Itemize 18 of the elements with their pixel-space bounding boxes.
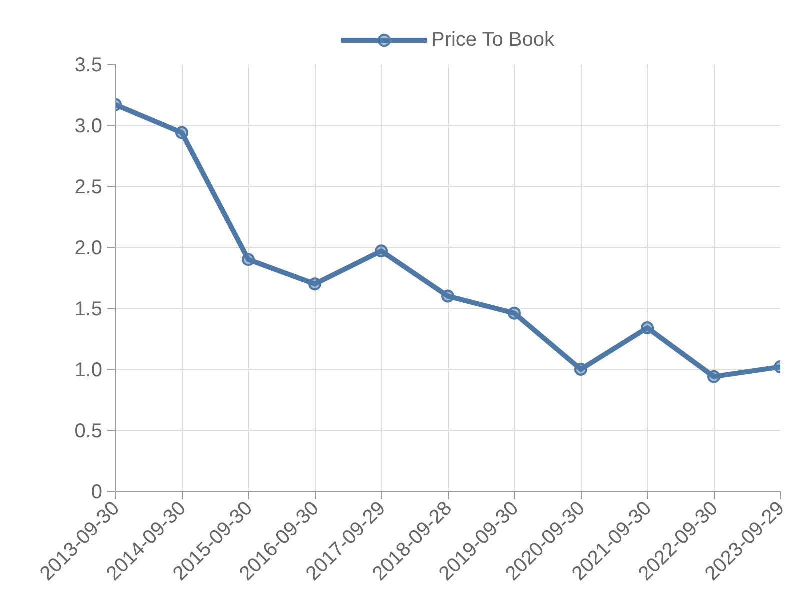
point bbox=[708, 370, 720, 384]
y-tick-label: 2.0 bbox=[74, 238, 103, 260]
legend-label: Price To Book bbox=[431, 28, 555, 52]
point bbox=[375, 244, 388, 258]
y-tick-label: 1.5 bbox=[74, 298, 103, 320]
y-tick-label: 3.5 bbox=[74, 54, 103, 76]
point bbox=[641, 322, 654, 335]
point bbox=[176, 126, 188, 140]
y-tick-label: 1.0 bbox=[74, 360, 103, 382]
point bbox=[574, 363, 588, 376]
point bbox=[308, 278, 322, 291]
y-tick-label: 0 bbox=[91, 482, 102, 504]
y-tick-label: 2.5 bbox=[74, 176, 103, 198]
y-tick-label: 3.0 bbox=[74, 116, 103, 138]
y-tick-label: 0.5 bbox=[74, 420, 103, 442]
point bbox=[242, 253, 255, 266]
point bbox=[508, 306, 521, 320]
point bbox=[442, 290, 454, 303]
